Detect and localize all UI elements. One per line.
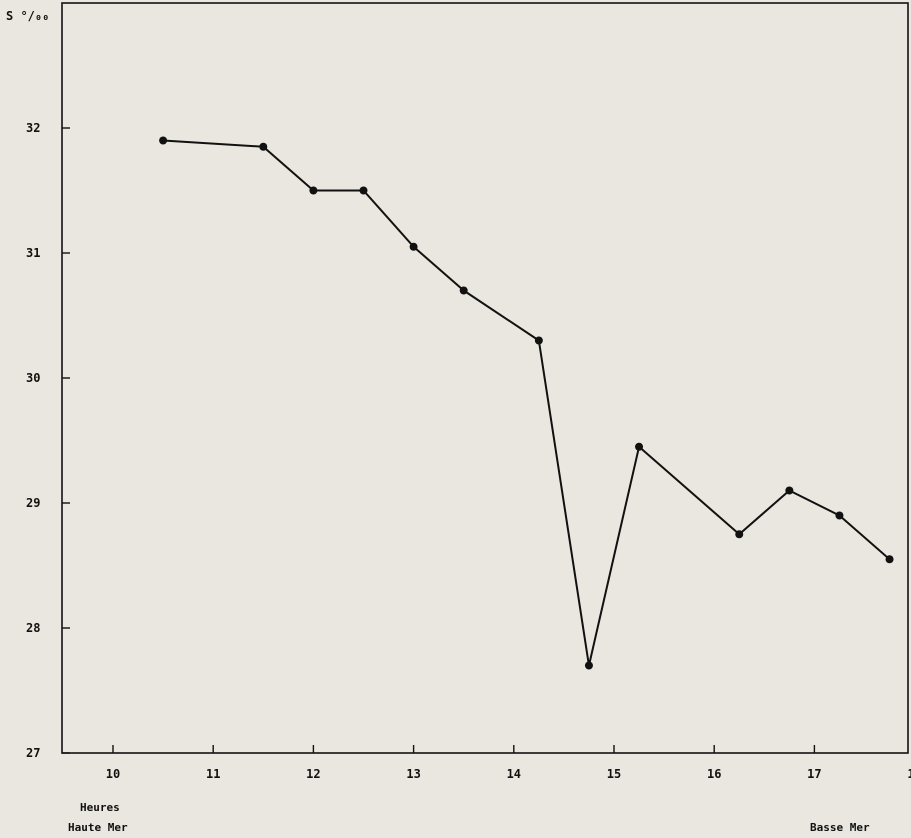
- x-tick-label: 18: [907, 767, 911, 781]
- data-point: [459, 286, 468, 295]
- x-tick-label: 14: [507, 767, 521, 781]
- data-point: [785, 486, 794, 495]
- data-series: [159, 136, 894, 670]
- y-tick-label: 28: [26, 621, 40, 635]
- y-tick-label: 29: [26, 496, 40, 510]
- x-caption-basse-mer: Basse Mer: [810, 821, 870, 834]
- data-point: [735, 530, 744, 539]
- data-point: [359, 186, 368, 195]
- x-tick-label: 11: [206, 767, 220, 781]
- data-point: [885, 555, 894, 564]
- series-line: [163, 139, 891, 667]
- x-tick-label: 16: [707, 767, 721, 781]
- x-tick-label: 15: [607, 767, 621, 781]
- x-tick-label: 10: [106, 767, 120, 781]
- data-point: [835, 511, 844, 520]
- x-axis-ticks: 10 11 12 13 14 15 16 17 18: [106, 745, 911, 781]
- data-point: [584, 661, 593, 670]
- y-tick-label: 32: [26, 121, 40, 135]
- plot-frame: [61, 2, 909, 754]
- x-tick-label: 13: [406, 767, 420, 781]
- x-tick-label: 17: [807, 767, 821, 781]
- y-tick-label: 31: [26, 246, 40, 260]
- data-point: [534, 336, 543, 345]
- y-tick-label: 30: [26, 371, 40, 385]
- y-tick-label: 27: [26, 746, 40, 760]
- y-axis-label: S °/₀₀: [6, 9, 49, 23]
- data-point: [259, 142, 268, 151]
- data-point: [635, 442, 644, 451]
- data-point: [309, 186, 318, 195]
- x-caption-haute-mer: Haute Mer: [68, 821, 128, 834]
- y-axis-ticks: 27 28 29 30 31 32: [26, 121, 70, 760]
- data-point: [409, 242, 418, 251]
- data-point: [159, 136, 168, 145]
- x-tick-label: 12: [306, 767, 320, 781]
- x-caption-heures: Heures: [80, 801, 120, 814]
